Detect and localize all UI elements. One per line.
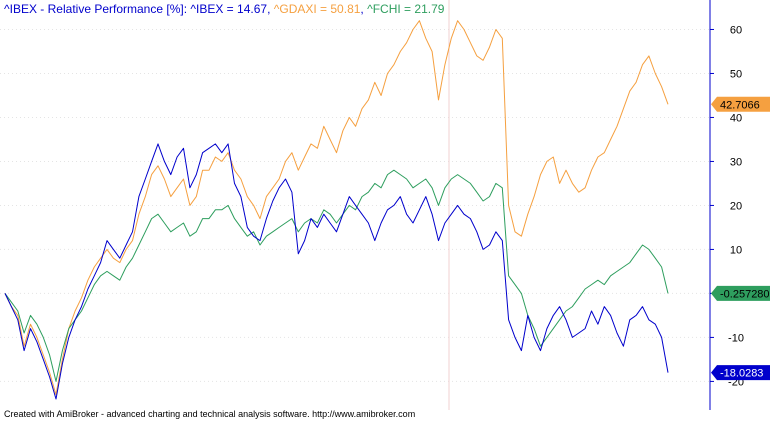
y-tick-label: 40 [730, 112, 742, 124]
title-item-0: ^IBEX = 14.67 [190, 2, 268, 16]
plot-area [4, 20, 669, 400]
last-value-box-fchi: -0.257280 [711, 285, 770, 301]
y-tick-label: 20 [730, 200, 742, 212]
last-value-box-bg [711, 285, 770, 301]
last-value-labels: 42.7066 -0.257280 -18.0283 [711, 96, 770, 381]
y-tick-label: 50 [730, 68, 742, 80]
last-value-text: -0.257280 [720, 288, 770, 300]
title-separator: , [267, 2, 274, 16]
title-item-1: ^GDAXI = 50.81 [273, 2, 361, 16]
title-item-2: ^FCHI = 21.79 [367, 2, 445, 16]
y-tick-label: 30 [730, 156, 742, 168]
chart-title: ^IBEX - Relative Performance [%]: ^IBEX … [4, 2, 444, 16]
series-line-gdaxi [4, 20, 669, 396]
last-value-text: 42.7066 [720, 99, 760, 111]
last-value-box-ibex: -18.0283 [711, 365, 770, 381]
last-value-box-bg [711, 365, 770, 381]
grid-lines [0, 28, 710, 382]
y-axis: 6050403020100-10-20 [710, 24, 744, 388]
y-tick-label: 60 [730, 24, 742, 36]
series-line-fchi [4, 169, 669, 382]
footer-credit: Created with AmiBroker - advanced charti… [4, 409, 416, 419]
last-value-box-gdaxi: 42.7066 [711, 96, 770, 112]
last-value-box-bg [711, 96, 770, 112]
y-tick-label: 10 [730, 244, 742, 256]
y-tick-label: -10 [728, 332, 744, 344]
title-separator: , [360, 2, 368, 16]
series-line-ibex [4, 143, 669, 400]
last-value-text: -18.0283 [720, 368, 763, 380]
title-prefix: ^IBEX - Relative Performance [%]: [4, 2, 191, 16]
